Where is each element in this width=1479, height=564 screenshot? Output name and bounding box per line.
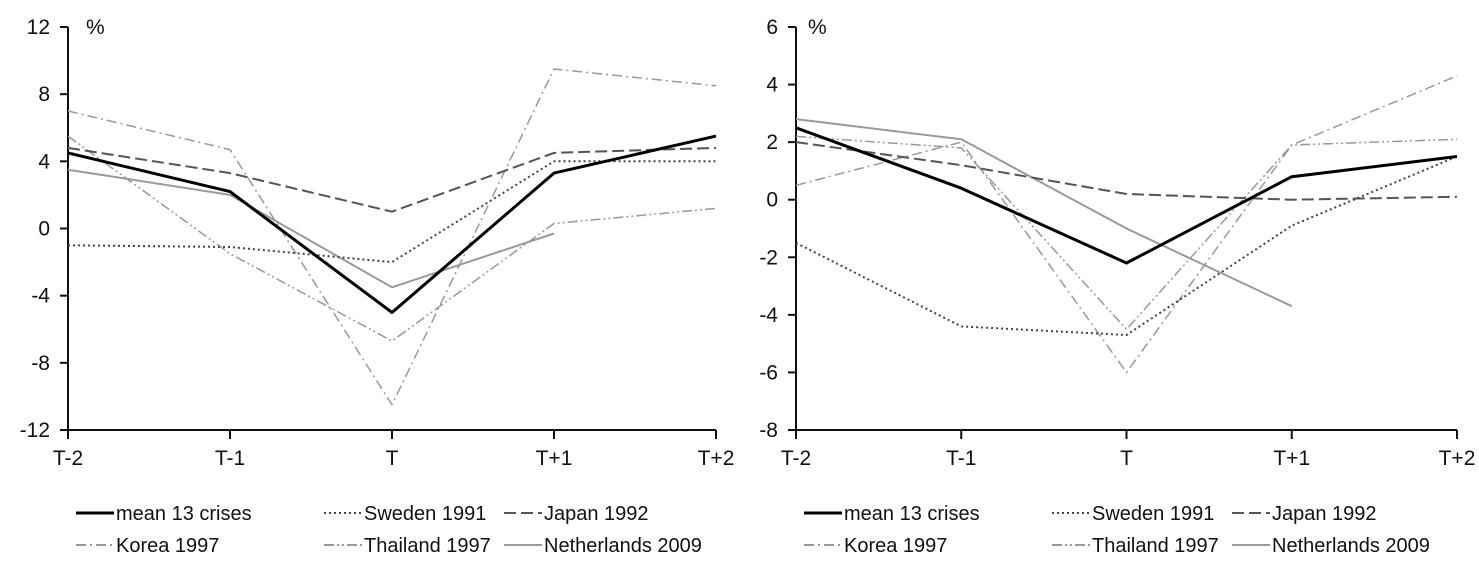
- series-line-thailand-1997: [67, 135, 717, 342]
- x-tick-label: T: [386, 447, 399, 470]
- x-tick-label: T-2: [53, 447, 83, 470]
- y-tick-label: -2: [759, 246, 778, 269]
- series-line-japan-1992: [67, 146, 717, 213]
- legend-label: mean 13 crises: [116, 503, 252, 525]
- y-tick-label: -4: [759, 304, 778, 327]
- series-line-sweden-1991: [795, 155, 1458, 336]
- left-chart-panel: 12 8 4 0 -4 -8 -12T-2 T-1 T T+1 T+2% mean 13 crises…: [20, 16, 735, 557]
- y-tick-label: -4: [31, 285, 50, 308]
- legend-label: Japan 1992: [544, 503, 649, 525]
- y-tick-label: 4: [766, 74, 778, 97]
- series-line-korea-1997: [795, 75, 1458, 374]
- x-tick-label: T-2: [781, 447, 811, 470]
- x-tick-label: T: [1120, 447, 1133, 470]
- legend-label: Thailand 1997: [364, 535, 491, 557]
- legend-label: Sweden 1991: [364, 503, 486, 525]
- y-tick-label: 2: [766, 131, 778, 154]
- y-tick-label: 0: [766, 189, 778, 212]
- series-line-mean-13-crises: [67, 134, 717, 314]
- series-line-netherlands-2009: [67, 168, 555, 289]
- series-line-mean-13-crises: [795, 126, 1458, 265]
- legend-label: Korea 1997: [844, 535, 947, 557]
- right-chart-panel: 6 4 2 0 -2 -4 -6 -8T-2 T-1 T T+1 T+2% mean 13 crises…: [759, 16, 1475, 557]
- y-tick-label: 4: [38, 150, 50, 173]
- legend-label: mean 13 crises: [844, 503, 980, 525]
- x-tick-label: T+1: [1273, 447, 1310, 470]
- y-tick-label: 8: [38, 83, 50, 106]
- series-line-thailand-1997: [795, 135, 1458, 331]
- series-line-korea-1997: [67, 68, 717, 406]
- y-tick-label: 0: [38, 218, 50, 241]
- x-tick-label: T+2: [698, 447, 735, 470]
- y-tick-label: 12: [27, 16, 50, 39]
- series-line-japan-1992: [795, 141, 1458, 201]
- legend-label: Netherlands 2009: [544, 535, 702, 557]
- y-tick-label: -8: [759, 419, 778, 442]
- y-tick-label: -6: [759, 361, 778, 384]
- x-tick-label: T+1: [536, 447, 573, 470]
- x-tick-label: T+2: [1439, 447, 1476, 470]
- legend-label: Korea 1997: [116, 535, 219, 557]
- y-tick-label: 6: [766, 16, 778, 39]
- y-tick-label: -8: [31, 352, 50, 375]
- series-line-netherlands-2009: [795, 118, 1293, 308]
- legend-label: Netherlands 2009: [1272, 535, 1430, 557]
- y-tick-label: -12: [20, 419, 50, 442]
- x-tick-label: T-1: [946, 447, 976, 470]
- legend-label: Sweden 1991: [1092, 503, 1214, 525]
- legend-label: Thailand 1997: [1092, 535, 1219, 557]
- unit-label: %: [86, 16, 105, 39]
- unit-label: %: [808, 16, 827, 39]
- legend-label: Japan 1992: [1272, 503, 1377, 525]
- x-tick-label: T-1: [215, 447, 245, 470]
